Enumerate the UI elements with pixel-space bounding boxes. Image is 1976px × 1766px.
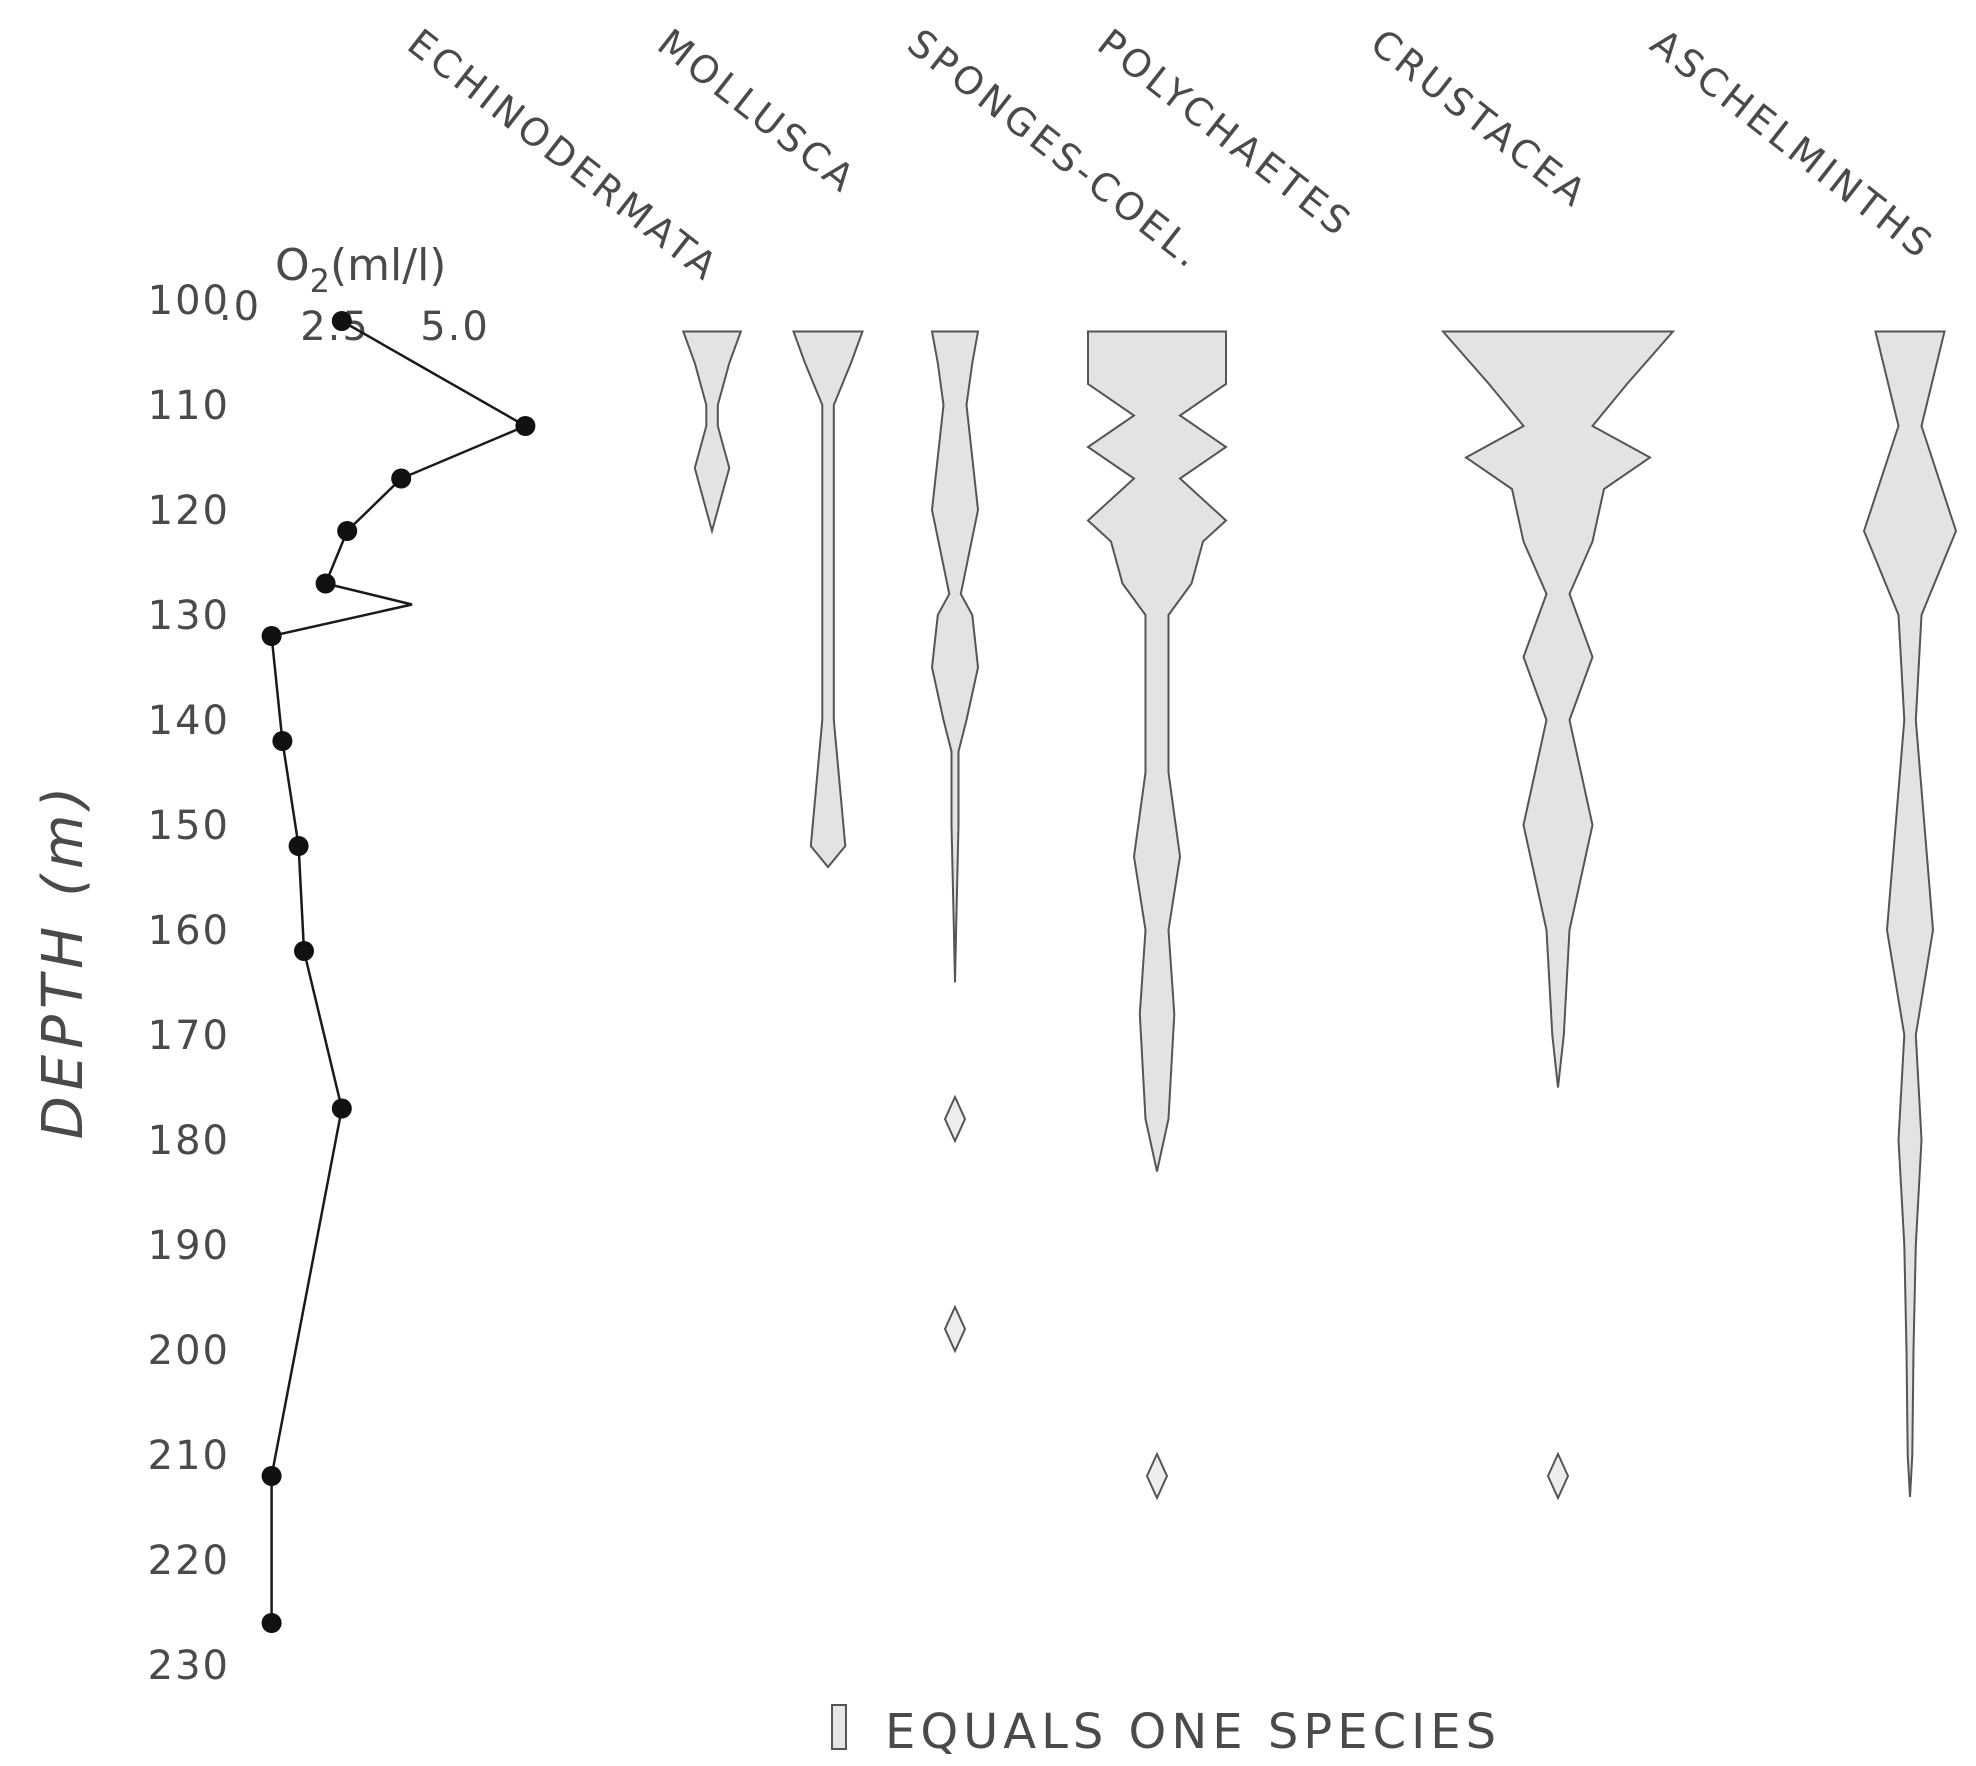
- o2-tick-label: 5.0: [420, 304, 490, 350]
- kite-shape: [792, 330, 864, 869]
- o2-point: [391, 468, 412, 489]
- depth-tick-label: 130: [148, 593, 230, 639]
- kite-label: CRUSTACEA: [1362, 20, 1596, 217]
- kite-isolated: [1145, 1451, 1169, 1501]
- depth-tick-labels: 100 110 120 130 140 150 160 170 180 190 200 210 220 2…: [148, 278, 230, 1689]
- o2-line: [270, 319, 529, 1623]
- depth-tick-label: 140: [148, 698, 230, 744]
- o2-profile: [261, 311, 536, 1633]
- o2-point: [261, 1466, 282, 1486]
- kite-group: POLYCHAETES: [1086, 20, 1361, 1501]
- depth-tick-label: 110: [148, 383, 230, 429]
- depth-axis-label: DEPTH (m): [31, 781, 96, 1140]
- kite-isolated: [1546, 1451, 1570, 1501]
- depth-tick-label: 150: [148, 803, 230, 849]
- kite-shape: [1086, 330, 1228, 1172]
- o2-point: [515, 416, 536, 436]
- legend: EQUALS ONE SPECIES: [831, 1704, 1501, 1760]
- o2-point: [315, 573, 336, 594]
- depth-tick-label: 180: [148, 1118, 230, 1164]
- o2-point: [261, 1613, 282, 1633]
- kite-shape: [1862, 330, 1958, 1498]
- legend-label: EQUALS ONE SPECIES: [885, 1704, 1501, 1760]
- kite-shape: [1440, 330, 1676, 1088]
- depth-tick-label: 190: [148, 1223, 230, 1269]
- o2-point: [331, 1098, 352, 1119]
- depth-tick-label: 170: [148, 1013, 230, 1059]
- kite-group: MOLLUSCA: [649, 20, 865, 869]
- depth-tick-label: 230: [148, 1643, 230, 1689]
- o2-point: [261, 626, 282, 646]
- kite-group: ECHINODERMATA: [399, 20, 743, 535]
- o2-tick-labels: .02.55.0: [219, 284, 490, 350]
- depth-tick-label: 210: [148, 1433, 230, 1479]
- o2-point: [337, 521, 358, 541]
- depth-tick-label: 100: [148, 278, 230, 324]
- kite-shape: [930, 330, 980, 983]
- o2-point: [331, 311, 352, 331]
- o2-tick-label: .0: [219, 284, 261, 330]
- kite-label: ASCHELMINTHS: [1642, 20, 1942, 268]
- kite-group: ASCHELMINTHS: [1642, 20, 1958, 1498]
- o2-point: [288, 836, 309, 856]
- kite-isolated: [943, 1094, 967, 1144]
- depth-tick-label: 160: [148, 908, 230, 954]
- depth-tick-label: 220: [148, 1538, 230, 1584]
- kite-shape: [681, 330, 743, 535]
- legend-swatch: [831, 1704, 847, 1750]
- o2-point: [272, 731, 293, 751]
- o2-point: [294, 941, 314, 961]
- depth-tick-label: 120: [148, 488, 230, 534]
- o2-axis-title: O2(ml/l): [275, 240, 446, 300]
- depth-tick-label: 200: [148, 1328, 230, 1374]
- kite-group: CRUSTACEA: [1362, 20, 1676, 1501]
- kite-isolated: [943, 1304, 967, 1354]
- kite-label: MOLLUSCA: [649, 20, 865, 202]
